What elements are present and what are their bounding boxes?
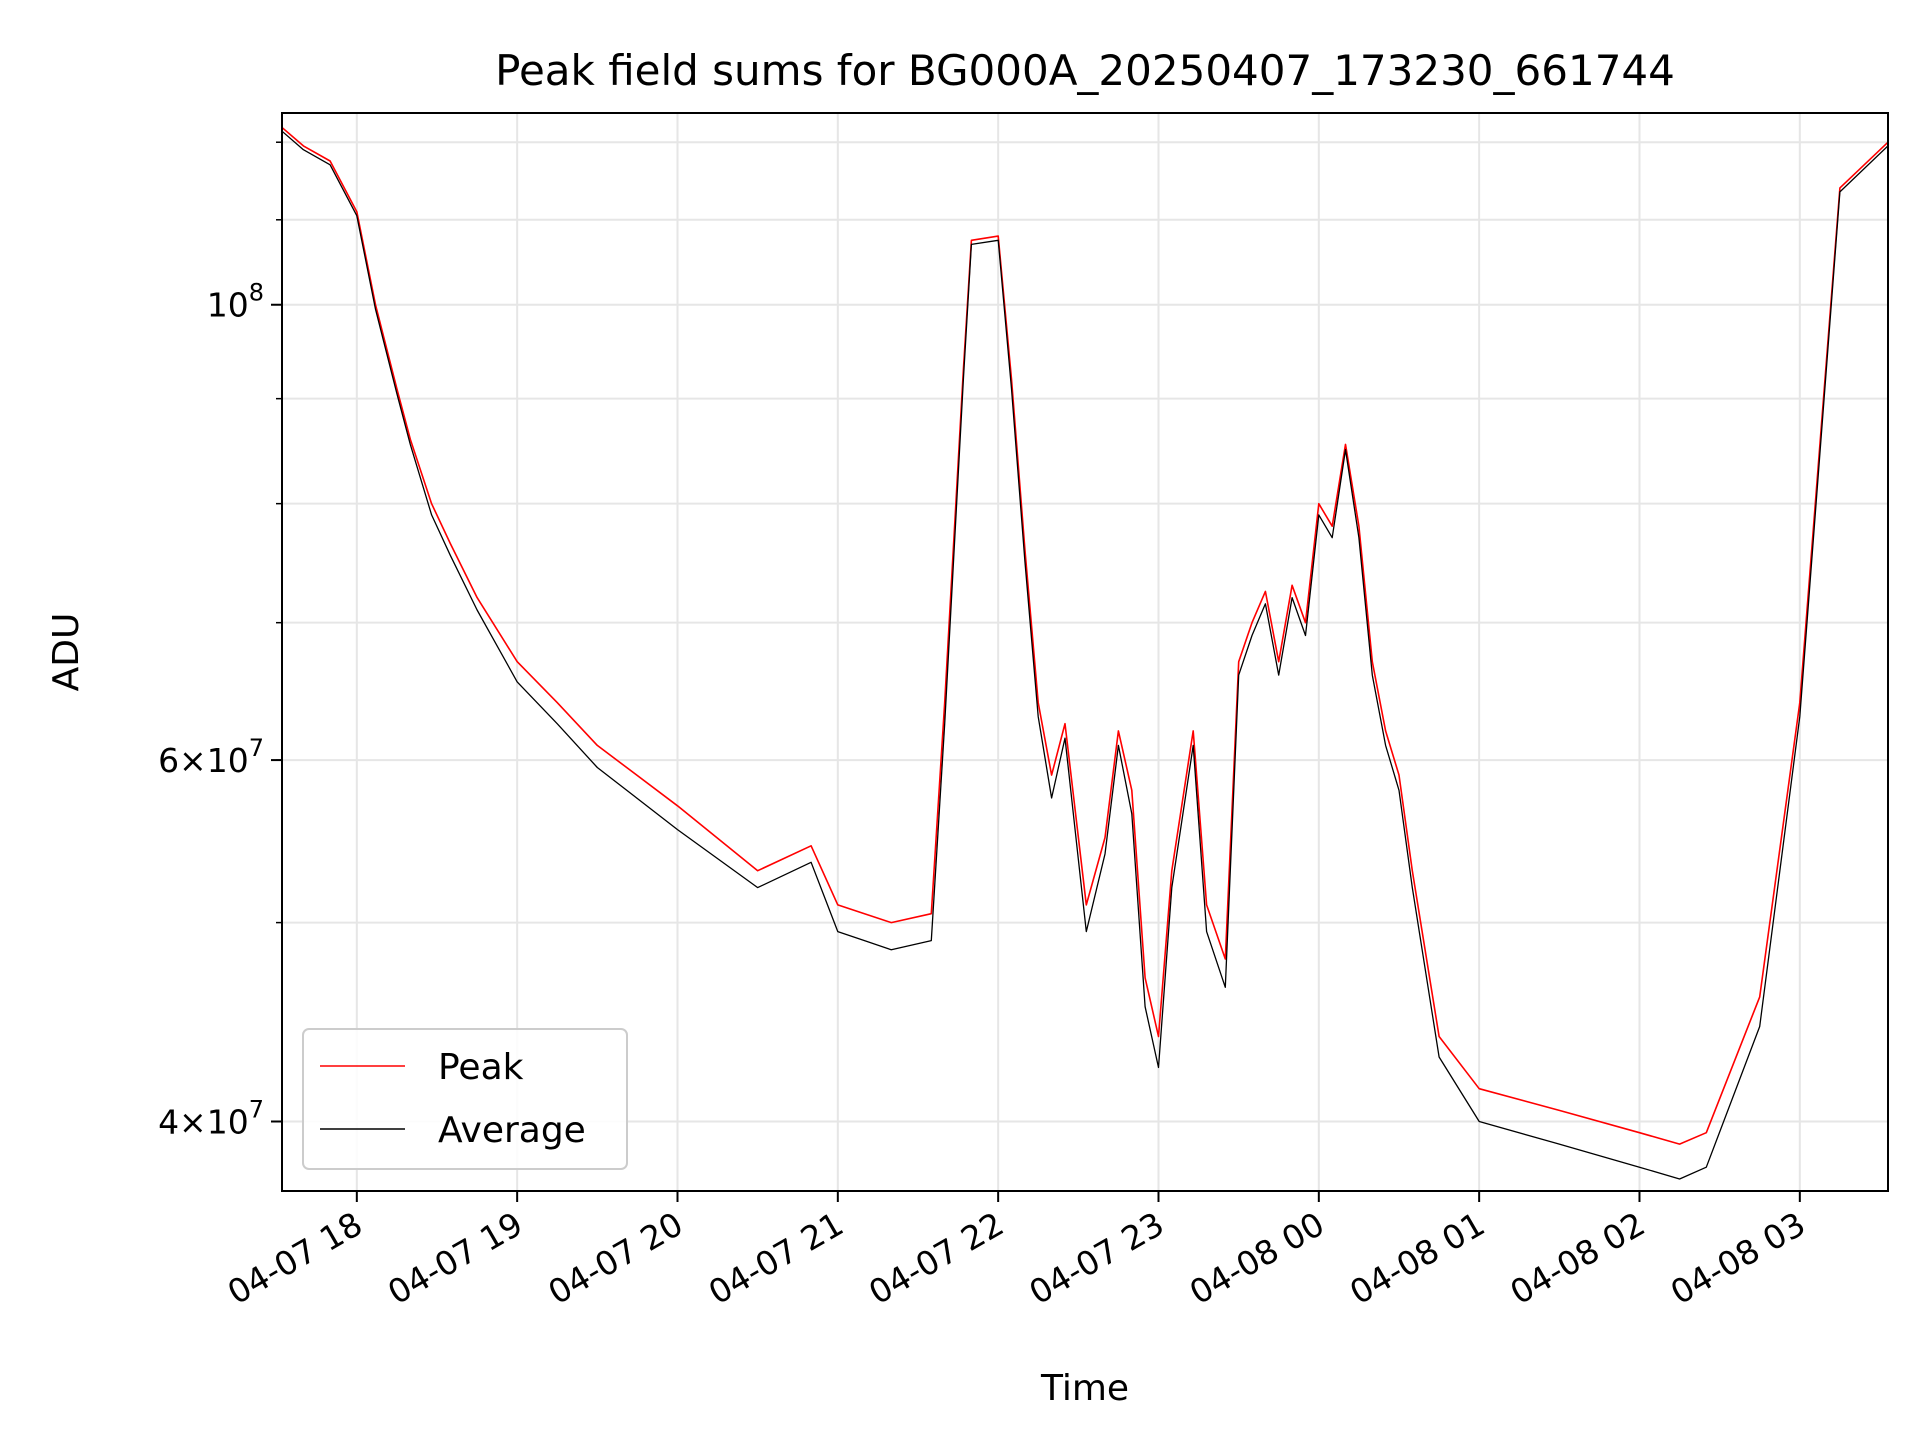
y-tick-exponent: 7 <box>249 734 264 762</box>
y-tick-label: 6×107 <box>158 734 264 780</box>
chart-title: Peak field sums for BG000A_20250407_1732… <box>495 46 1675 95</box>
axes-frame <box>281 112 1889 1192</box>
y-tick-label: 4×107 <box>158 1096 264 1142</box>
x-axis-label: Time <box>1040 1368 1129 1409</box>
y-tick-mantissa: 4× <box>158 1103 207 1142</box>
legend: Peak Average <box>302 1028 628 1170</box>
y-tick-label: 108 <box>207 279 264 325</box>
y-tick-base: 10 <box>207 1103 249 1142</box>
y-tick-exponent: 8 <box>249 279 264 307</box>
plot-area <box>282 126 1888 1180</box>
series-line-peak <box>282 126 1888 1145</box>
grid-lines <box>282 113 1888 1191</box>
legend-label: Average <box>438 1110 586 1151</box>
legend-label: Peak <box>438 1047 524 1088</box>
y-tick-exponent: 7 <box>249 1096 264 1124</box>
y-axis-label: ADU <box>46 613 87 692</box>
y-tick-mantissa: 6× <box>158 741 207 780</box>
series-line-average <box>282 130 1888 1180</box>
y-tick-base: 10 <box>207 741 249 780</box>
y-tick-base: 10 <box>207 286 249 325</box>
legend-box <box>302 1028 628 1170</box>
